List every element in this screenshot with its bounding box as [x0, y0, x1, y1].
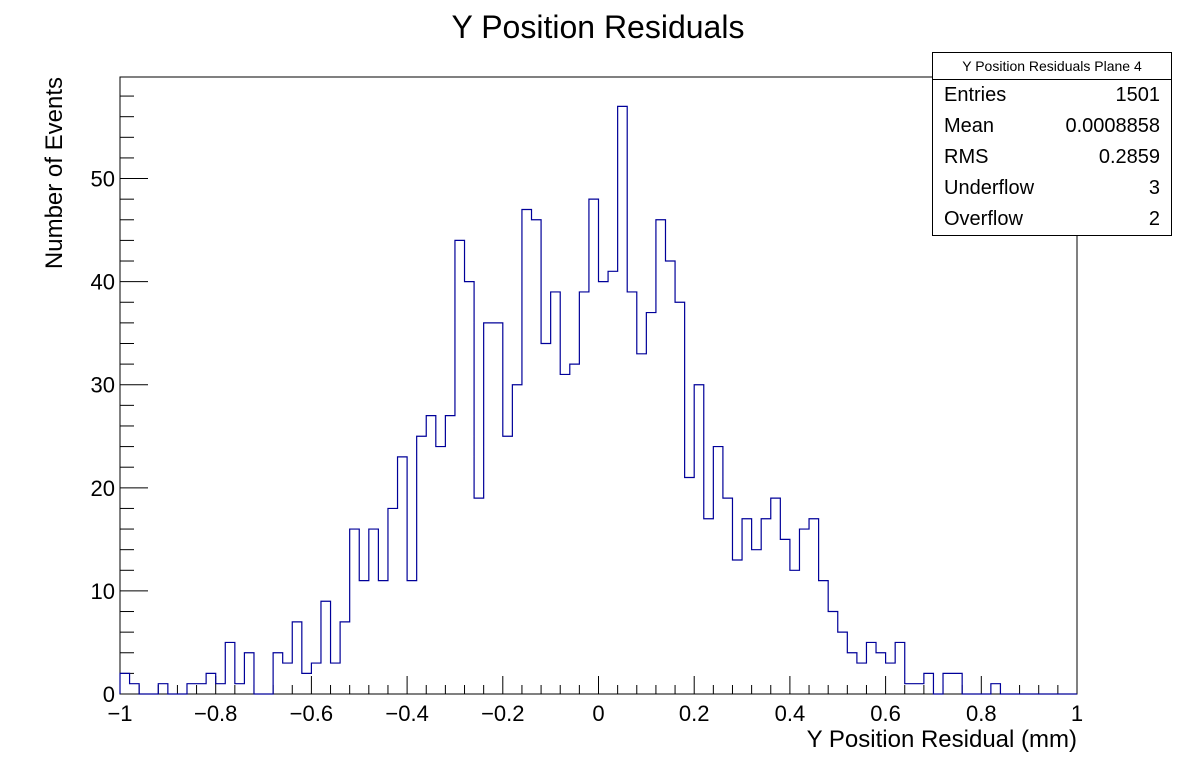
stats-row-overflow: Overflow 2: [933, 204, 1171, 235]
x-tick-label: 0.2: [679, 701, 710, 726]
stats-value: 2: [1148, 208, 1160, 230]
x-tick-label: −0.8: [194, 701, 237, 726]
chart-title: Y Position Residuals: [452, 9, 745, 45]
stats-value: 0.0008858: [1065, 115, 1160, 137]
x-tick-label: −0.6: [290, 701, 333, 726]
stats-box: Y Position Residuals Plane 4 Entries 150…: [932, 52, 1172, 236]
stats-value: 3: [1148, 177, 1160, 199]
stats-row-rms: RMS 0.2859: [933, 142, 1171, 173]
y-tick-label: 0: [103, 682, 115, 707]
y-tick-label: 40: [91, 270, 115, 295]
x-axis-ticks: −1 −0.8 −0.6 −0.4 −0.2 0 0.2 0.4 0.6 0.8 1: [107, 676, 1083, 726]
y-tick-label: 10: [91, 579, 115, 604]
x-tick-label: 1: [1071, 701, 1083, 726]
y-minor-ticks: [120, 95, 134, 674]
histogram-line: [119, 105, 1077, 695]
stats-value: 0.2859: [1098, 146, 1160, 168]
stats-row-mean: Mean 0.0008858: [933, 111, 1171, 142]
stats-label: Underflow: [944, 177, 1035, 199]
y-axis-ticks: 0 10 20 30 40 50: [91, 167, 148, 707]
y-tick-label: 50: [91, 167, 115, 192]
stats-label: RMS: [944, 146, 989, 168]
y-tick-label: 20: [91, 476, 115, 501]
x-tick-label: −1: [107, 701, 132, 726]
stats-box-title: Y Position Residuals Plane 4: [933, 53, 1171, 80]
stats-label: Mean: [944, 115, 995, 137]
x-tick-label: 0.4: [775, 701, 806, 726]
stats-row-underflow: Underflow 3: [933, 173, 1171, 204]
stats-row-entries: Entries 1501: [933, 80, 1171, 111]
x-tick-label: 0.8: [966, 701, 997, 726]
x-tick-label: 0: [592, 701, 604, 726]
x-tick-label: −0.2: [481, 701, 524, 726]
stats-label: Overflow: [944, 208, 1023, 230]
y-tick-label: 30: [91, 373, 115, 398]
x-tick-label: 0.6: [870, 701, 901, 726]
stats-value: 1501: [1115, 84, 1161, 106]
y-axis-label: Number of Events: [41, 77, 68, 269]
x-axis-label: Y Position Residual (mm): [807, 726, 1077, 753]
x-tick-label: −0.4: [385, 701, 428, 726]
stats-label: Entries: [944, 84, 1007, 106]
